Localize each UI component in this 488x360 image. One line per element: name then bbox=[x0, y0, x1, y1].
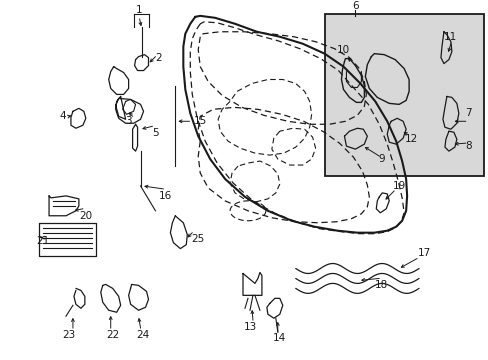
Text: 1: 1 bbox=[136, 5, 142, 15]
Text: 8: 8 bbox=[465, 141, 471, 151]
Text: 16: 16 bbox=[159, 191, 172, 201]
Text: 3: 3 bbox=[125, 116, 132, 126]
Text: 2: 2 bbox=[155, 53, 162, 63]
Text: 15: 15 bbox=[193, 116, 206, 126]
Text: 23: 23 bbox=[62, 330, 76, 340]
Text: 20: 20 bbox=[79, 211, 92, 221]
Text: 5: 5 bbox=[152, 128, 159, 138]
Text: 17: 17 bbox=[417, 248, 430, 257]
Text: 13: 13 bbox=[243, 322, 256, 332]
Text: 22: 22 bbox=[106, 330, 119, 340]
Text: 18: 18 bbox=[374, 280, 387, 291]
Text: 21: 21 bbox=[37, 236, 50, 246]
Text: 14: 14 bbox=[273, 333, 286, 343]
Text: 10: 10 bbox=[336, 45, 349, 55]
Text: 19: 19 bbox=[392, 181, 405, 191]
Text: 12: 12 bbox=[404, 134, 417, 144]
Text: 11: 11 bbox=[444, 32, 457, 42]
Text: 24: 24 bbox=[136, 330, 149, 340]
Bar bbox=[324, 14, 483, 176]
Text: 25: 25 bbox=[191, 234, 204, 244]
Text: 6: 6 bbox=[351, 1, 358, 11]
Text: 9: 9 bbox=[377, 154, 384, 164]
Text: 4: 4 bbox=[60, 111, 66, 121]
Text: 7: 7 bbox=[465, 108, 471, 118]
